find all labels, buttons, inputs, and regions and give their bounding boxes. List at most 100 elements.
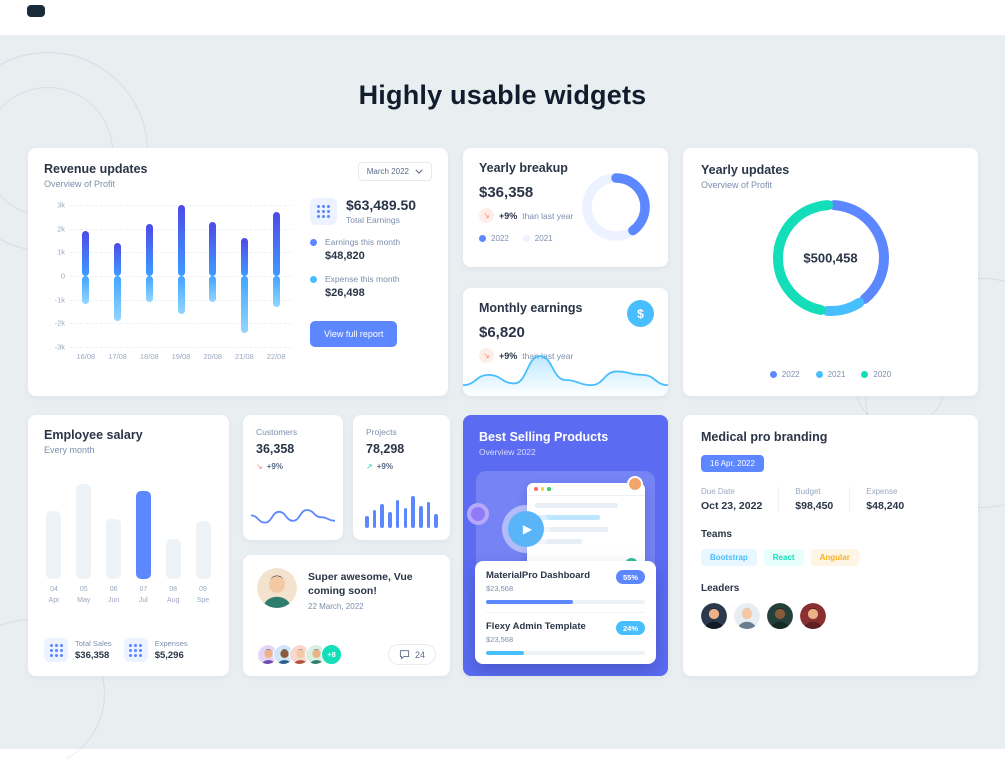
salary-x-label: 04 Apr xyxy=(48,586,60,604)
revenue-bar-positive xyxy=(114,242,122,276)
expense-stat: Expense this month $26,498 xyxy=(310,274,432,299)
legend-item: 2020 xyxy=(861,370,891,379)
divider xyxy=(486,612,645,613)
project-bar xyxy=(411,496,415,528)
placeholder-line xyxy=(535,503,618,508)
earnings-area-chart xyxy=(463,355,668,396)
legend-item: 2022 xyxy=(479,234,509,243)
revenue-bar-negative xyxy=(209,276,217,303)
customers-value: 36,358 xyxy=(256,442,295,456)
x-axis-label: 20/08 xyxy=(203,352,223,361)
projects-bar-chart xyxy=(365,494,438,528)
progress-track xyxy=(486,651,645,655)
card-title: Projects xyxy=(366,427,397,437)
revenue-bar-negative xyxy=(240,276,248,333)
legend-item: 2021 xyxy=(522,234,553,243)
card-title: Medical pro branding xyxy=(701,430,828,444)
avatar-stack xyxy=(257,644,326,665)
project-bar xyxy=(372,510,377,528)
announcement-card: Super awesome, Vue coming soon! 22 March… xyxy=(243,555,450,676)
stat-label: Expense this month xyxy=(325,274,400,284)
y-axis-label: -1k xyxy=(54,295,65,305)
view-full-report-button[interactable]: View full report xyxy=(310,321,398,347)
revenue-bar-positive xyxy=(272,212,280,276)
grid-icon xyxy=(123,638,148,662)
breakup-donut-chart xyxy=(582,173,650,241)
revenue-bar-positive xyxy=(209,221,217,276)
legend-dot xyxy=(479,235,486,242)
gridline xyxy=(70,323,292,325)
customers-line-chart xyxy=(251,509,335,524)
project-bar xyxy=(380,504,384,528)
percent-badge: 24% xyxy=(615,621,645,635)
teams-label: Teams xyxy=(701,529,732,540)
y-axis-label: 2k xyxy=(57,224,65,234)
card-subtitle: Overview of Profit xyxy=(701,180,773,190)
announcement-title: Super awesome, Vue coming soon! xyxy=(308,571,413,598)
trend-down-icon: ↘ xyxy=(256,462,263,471)
field-label: Due Date xyxy=(701,487,735,496)
yearly-legend: 2022 2021 2020 xyxy=(683,370,978,379)
product-value: $23,568 xyxy=(486,635,514,644)
avatar xyxy=(800,603,826,629)
card-title: Yearly updates xyxy=(701,163,790,177)
revenue-bar-negative xyxy=(145,276,153,303)
medical-branding-card: Medical pro branding 16 Apr, 2022 Due Da… xyxy=(683,415,978,676)
leaders-avatars xyxy=(701,603,960,629)
product-row: Flexy Admin Template $23,568 24% xyxy=(486,621,645,655)
revenue-bar-positive xyxy=(145,223,153,276)
corner-accent xyxy=(27,5,45,17)
trend-down-icon: ↘ xyxy=(479,348,494,363)
stat-label: Total Sales xyxy=(75,639,112,648)
x-axis-label: 16/08 xyxy=(76,352,96,361)
earnings-value: $6,820 xyxy=(479,324,525,341)
yearly-donut-chart xyxy=(772,200,889,316)
project-bar xyxy=(403,508,408,528)
project-bar xyxy=(434,514,438,528)
legend-item: 2022 xyxy=(769,370,800,379)
progress-fill xyxy=(486,600,574,604)
total-earnings-label: Total Earnings xyxy=(346,215,400,225)
x-axis-label: 18/08 xyxy=(139,352,159,361)
card-title: Monthly earnings xyxy=(479,301,583,315)
salary-bar-chart xyxy=(46,479,211,579)
placeholder-line xyxy=(535,515,600,520)
team-chip-angular: Angular xyxy=(810,549,859,566)
projects-value: 78,298 xyxy=(366,442,405,456)
projects-card: Projects 78,298 ↗ +9% xyxy=(353,415,450,540)
avatar xyxy=(734,603,760,629)
field-label: Budget xyxy=(795,487,821,496)
play-button[interactable]: ▶ xyxy=(502,505,550,553)
stat-value: $26,498 xyxy=(325,287,365,299)
salary-bar xyxy=(196,521,211,579)
placeholder-line xyxy=(535,527,609,532)
legend-dot xyxy=(769,371,777,378)
delta-note: than last year xyxy=(522,350,574,361)
expense-field: Expense $48,240 xyxy=(849,487,920,512)
comment-count: 24 xyxy=(414,649,425,660)
bullet-dot xyxy=(310,239,317,246)
grid-icon xyxy=(44,638,68,662)
comments-button[interactable]: 24 xyxy=(387,644,436,665)
earnings-stat: Earnings this month $48,820 xyxy=(310,237,432,262)
gridline xyxy=(70,347,292,348)
salary-bar xyxy=(46,511,61,579)
stat-value: $36,358 xyxy=(75,650,110,661)
yearly-updates-card: Yearly updates Overview of Profit $500,4… xyxy=(683,148,978,396)
stat-label: Expenses xyxy=(154,639,188,648)
grid-icon xyxy=(310,197,337,225)
revenue-bar-positive xyxy=(82,231,90,276)
progress-track xyxy=(486,600,645,604)
play-icon: ▶ xyxy=(508,511,544,547)
budget-field: Budget $98,450 xyxy=(778,487,849,512)
products-list-card: MaterialPro Dashboard $23,568 55% Flexy … xyxy=(475,561,656,664)
project-bar xyxy=(419,506,423,528)
product-value: $23,568 xyxy=(486,584,514,593)
card-title: Yearly breakup xyxy=(479,161,568,175)
period-select[interactable]: March 2022 xyxy=(357,162,432,181)
card-subtitle: Every month xyxy=(44,445,95,455)
announcement-date: 22 March, 2022 xyxy=(308,602,364,612)
stat-value: $5,296 xyxy=(154,650,184,661)
user-avatar-illustration xyxy=(627,476,643,492)
legend-item: 2021 xyxy=(815,370,845,379)
